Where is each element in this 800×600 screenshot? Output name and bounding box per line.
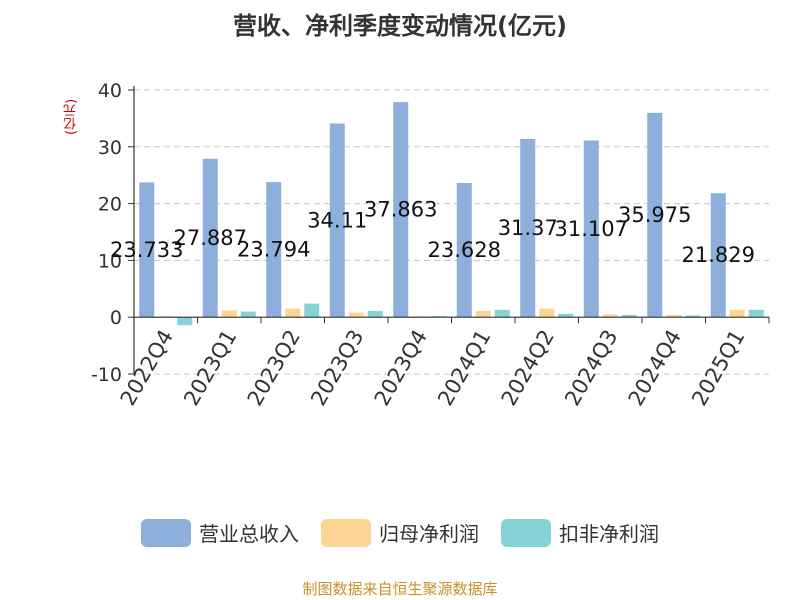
legend-item-net-profit[interactable]: 归母净利润 bbox=[321, 518, 479, 547]
data-label: 37.863 bbox=[364, 198, 437, 222]
legend-swatch-revenue bbox=[141, 518, 191, 547]
bar-net-profit bbox=[475, 310, 491, 318]
data-label: 21.829 bbox=[682, 243, 755, 267]
y-tick-label: -10 bbox=[91, 364, 122, 386]
y-tick-label: 20 bbox=[98, 194, 122, 216]
data-label: 31.107 bbox=[555, 217, 628, 241]
x-tick-label: 2023Q3 bbox=[306, 326, 368, 410]
x-tick-label: 2024Q1 bbox=[433, 326, 495, 410]
bar-net-profit bbox=[602, 314, 618, 318]
bar-net-profit bbox=[348, 312, 364, 318]
legend-swatch-net-profit bbox=[321, 518, 371, 547]
data-label: 34.11 bbox=[307, 208, 367, 232]
x-tick-label: 2023Q4 bbox=[370, 326, 432, 410]
bar-deducted-profit bbox=[748, 309, 764, 318]
y-tick-label: 30 bbox=[98, 137, 122, 159]
legend-item-deducted-profit[interactable]: 扣非净利润 bbox=[501, 518, 659, 547]
data-label: 23.628 bbox=[428, 238, 501, 262]
bar-net-profit bbox=[729, 309, 745, 318]
bar-net-profit bbox=[539, 308, 555, 318]
y-axis-ticks: 40 30 20 10 0 -10 bbox=[91, 80, 122, 386]
legend-swatch-deducted-profit bbox=[501, 518, 551, 547]
x-tick-label: 2022Q4 bbox=[116, 326, 178, 410]
bar-deducted-profit bbox=[685, 315, 701, 318]
x-tick-label: 2024Q3 bbox=[560, 326, 622, 410]
bar-revenue bbox=[329, 123, 345, 318]
x-tick-label: 2023Q1 bbox=[179, 326, 241, 410]
legend-item-revenue[interactable]: 营业总收入 bbox=[141, 518, 299, 547]
legend-label-net-profit: 归母净利润 bbox=[379, 522, 479, 546]
y-tick-label: 10 bbox=[98, 250, 122, 272]
bar-deducted-profit bbox=[367, 310, 383, 318]
axes bbox=[128, 86, 770, 375]
x-tick-label: 2023Q2 bbox=[243, 326, 305, 410]
data-label: 23.794 bbox=[237, 238, 310, 262]
bar-revenue bbox=[266, 182, 282, 318]
chart-title: 营收、净利季度变动情况(亿元) bbox=[233, 12, 567, 40]
bar-net-profit bbox=[285, 308, 301, 318]
bar-deducted-profit bbox=[304, 303, 320, 318]
legend: 营业总收入 归母净利润 扣非净利润 bbox=[0, 518, 800, 547]
legend-label-deducted-profit: 扣非净利润 bbox=[559, 522, 659, 546]
data-label: 23.733 bbox=[110, 238, 183, 262]
bar-revenue bbox=[583, 140, 599, 318]
data-label: 31.37 bbox=[498, 216, 558, 240]
bar-revenue bbox=[393, 102, 409, 318]
bars bbox=[139, 102, 764, 326]
legend-label-revenue: 营业总收入 bbox=[199, 522, 299, 546]
bar-net-profit bbox=[221, 310, 237, 318]
x-tick-label: 2025Q1 bbox=[687, 326, 749, 410]
bar-deducted-profit bbox=[621, 314, 637, 318]
bar-revenue bbox=[139, 182, 155, 318]
bar-net-profit bbox=[666, 314, 682, 318]
bar-deducted-profit bbox=[177, 317, 193, 326]
data-label: 35.975 bbox=[618, 203, 691, 227]
bar-revenue bbox=[520, 139, 536, 318]
bar-revenue bbox=[647, 112, 663, 318]
x-axis-ticks: 2022Q4 2023Q1 2023Q2 2023Q3 2023Q4 2024Q1 2024… bbox=[116, 326, 750, 410]
bar-deducted-profit bbox=[558, 313, 574, 318]
x-tick-label: 2024Q2 bbox=[497, 326, 559, 410]
bar-deducted-profit bbox=[240, 311, 256, 318]
data-label: 27.887 bbox=[174, 226, 247, 250]
bar-revenue bbox=[456, 182, 472, 318]
bar-revenue bbox=[710, 193, 726, 318]
source-note: 制图数据来自恒生聚源数据库 bbox=[302, 580, 498, 598]
bar-revenue bbox=[202, 158, 218, 318]
x-tick-label: 2024Q4 bbox=[624, 326, 686, 410]
y-tick-label: 0 bbox=[110, 307, 122, 329]
bar-deducted-profit bbox=[494, 309, 510, 318]
y-tick-label: 40 bbox=[98, 80, 122, 102]
